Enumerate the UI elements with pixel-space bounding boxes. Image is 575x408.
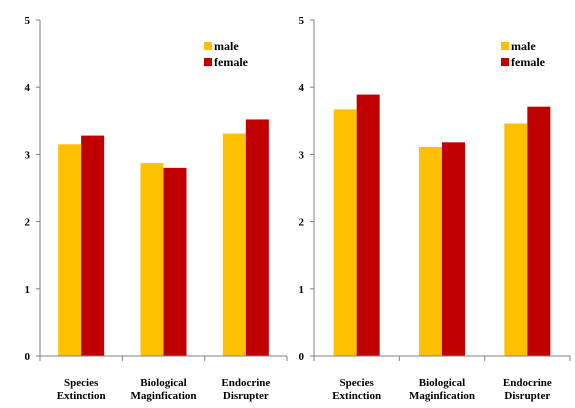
y-tick-label: 0: [299, 351, 305, 363]
category-label: Species: [340, 377, 375, 389]
category-label: Maginfication: [131, 390, 197, 402]
legend-label-female: female: [214, 55, 249, 69]
legend-swatch-male: [501, 42, 509, 50]
legend: male female: [204, 39, 249, 69]
category-label: Endocrine: [503, 377, 552, 389]
legend-swatch-female: [204, 58, 212, 66]
y-tick-label: 1: [25, 284, 31, 296]
bar-male-1: [58, 144, 82, 356]
category-label: Extinction: [57, 390, 106, 402]
bar-male-3: [504, 123, 528, 356]
y-tick-label: 5: [299, 15, 305, 27]
bar-male-2: [419, 147, 442, 356]
category-label: Species: [64, 377, 99, 389]
category-label: Disrupter: [223, 390, 269, 402]
bar-male-3: [222, 133, 246, 356]
y-tick-label: 1: [299, 284, 305, 296]
category-label: Endocrine: [221, 377, 270, 389]
category-label: Extinction: [332, 390, 381, 402]
y-tick-label: 2: [299, 217, 305, 229]
bar-male-1: [333, 109, 357, 356]
y-tick-label: 2: [25, 217, 31, 229]
y-tick-label: 4: [25, 82, 31, 94]
category-label: Maginfication: [409, 390, 475, 402]
y-tick-label: 3: [25, 149, 31, 161]
legend-label-male: male: [511, 39, 536, 53]
bar-female-3: [245, 119, 269, 357]
legend-label-male: male: [214, 39, 239, 53]
bar-female-3: [527, 106, 551, 356]
bar-female-1: [356, 94, 380, 356]
bar-female-1: [81, 135, 105, 356]
category-label: Disrupter: [504, 390, 550, 402]
legend: male female: [501, 39, 546, 69]
legend-swatch-female: [501, 58, 509, 66]
category-label: Biological: [419, 377, 465, 389]
bar-female-2: [163, 167, 187, 356]
bar-male-2: [140, 163, 164, 356]
y-tick-label: 4: [299, 82, 305, 94]
legend-label-female: female: [511, 55, 546, 69]
legend-swatch-male: [204, 42, 212, 50]
y-tick-label: 0: [25, 351, 31, 363]
y-tick-label: 5: [25, 15, 31, 27]
bar-female-2: [442, 142, 465, 356]
category-label: Biological: [140, 377, 186, 389]
y-tick-label: 3: [299, 149, 305, 161]
